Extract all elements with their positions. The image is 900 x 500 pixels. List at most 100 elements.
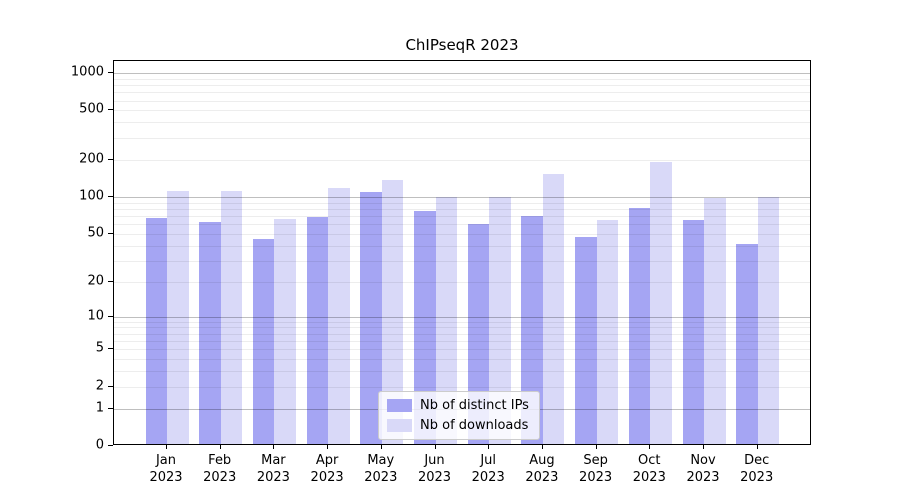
bar-downloads-dec-2023: [757, 196, 780, 444]
y-tick-mark-5: [108, 348, 113, 350]
gridline-100: [114, 196, 810, 198]
gridline-20: [114, 281, 810, 283]
plot-area: [113, 60, 811, 445]
bar-downloads-may-2023: [381, 180, 404, 444]
x-tick-mark-11: [703, 445, 704, 449]
x-tick-label-jan-2023: Jan 2023: [149, 453, 183, 485]
bar-distinct-ips-mar-2023: [252, 238, 275, 444]
bar-distinct-ips-jul-2023: [467, 223, 490, 444]
y-tick-label-0: 0: [95, 437, 104, 453]
y-tick-label-1: 1: [95, 400, 104, 416]
x-tick-mark-10: [649, 445, 651, 449]
bar-distinct-ips-feb-2023: [199, 222, 221, 444]
y-tick-mark-20: [108, 280, 113, 282]
x-tick-mark-1: [166, 445, 167, 449]
gridline-700: [114, 92, 810, 94]
legend-label-distinct-ips: Nb of distinct IPs: [420, 398, 529, 413]
bar-downloads-jun-2023: [435, 196, 457, 444]
y-tick-label-5: 5: [95, 340, 104, 356]
bar-distinct-ips-dec-2023: [736, 243, 758, 444]
bar-distinct-ips-aug-2023: [521, 216, 543, 444]
gridline-900: [114, 78, 810, 80]
gridline-2: [114, 386, 810, 388]
gridline-50: [114, 233, 810, 235]
bar-downloads-sep-2023: [596, 220, 619, 444]
legend-item-downloads: Nb of downloads: [387, 418, 529, 433]
y-tick-mark-100: [108, 195, 113, 197]
bar-distinct-ips-oct-2023: [628, 208, 651, 444]
y-tick-label-100: 100: [79, 188, 104, 204]
legend-swatch-distinct-ips: [387, 399, 412, 412]
x-tick-mark-7: [488, 445, 490, 449]
gridline-90: [114, 202, 810, 204]
bar-downloads-aug-2023: [542, 173, 565, 444]
x-tick-label-aug-2023: Aug 2023: [525, 453, 559, 485]
gridline-600: [114, 100, 810, 102]
y-tick-mark-1000: [108, 72, 113, 74]
y-tick-mark-0: [108, 445, 113, 446]
legend-item-distinct-ips: Nb of distinct IPs: [387, 398, 529, 413]
bar-downloads-apr-2023: [328, 188, 350, 444]
y-tick-mark-2: [108, 385, 113, 387]
bar-downloads-nov-2023: [704, 198, 726, 444]
y-tick-mark-200: [108, 158, 113, 160]
y-tick-label-10: 10: [87, 308, 104, 324]
x-tick-label-sep-2023: Sep 2023: [579, 453, 613, 485]
bar-downloads-oct-2023: [650, 162, 672, 444]
bar-distinct-ips-jan-2023: [145, 217, 167, 444]
gridline-4: [114, 359, 810, 361]
y-tick-label-500: 500: [79, 101, 104, 117]
gridline-5: [114, 349, 810, 351]
bar-downloads-mar-2023: [274, 218, 296, 444]
gridline-6: [114, 340, 810, 342]
x-tick-label-may-2023: May 2023: [364, 453, 398, 485]
x-tick-mark-6: [434, 445, 436, 449]
gridline-9: [114, 321, 810, 323]
legend: Nb of distinct IPs Nb of downloads: [378, 391, 540, 440]
x-tick-mark-9: [595, 445, 597, 449]
legend-label-downloads: Nb of downloads: [420, 418, 529, 433]
x-tick-label-dec-2023: Dec 2023: [740, 453, 774, 485]
gridline-1000: [114, 73, 810, 75]
bar-distinct-ips-may-2023: [360, 192, 382, 444]
gridline-200: [114, 159, 810, 161]
gridline-60: [114, 224, 810, 226]
x-tick-mark-8: [541, 445, 543, 449]
legend-swatch-downloads: [387, 419, 412, 432]
x-tick-label-jun-2023: Jun 2023: [417, 453, 452, 485]
x-tick-label-nov-2023: Nov 2023: [686, 453, 720, 485]
bar-downloads-jan-2023: [167, 190, 189, 444]
y-tick-label-1000: 1000: [70, 64, 104, 80]
x-tick-label-feb-2023: Feb 2023: [203, 453, 237, 485]
y-tick-label-50: 50: [87, 225, 104, 241]
x-tick-mark-2: [219, 445, 221, 449]
chart-title: ChIPseqR 2023: [405, 36, 519, 54]
gridline-40: [114, 245, 810, 247]
bar-distinct-ips-sep-2023: [575, 237, 597, 444]
bar-distinct-ips-nov-2023: [682, 220, 704, 444]
y-tick-mark-50: [108, 232, 113, 234]
bar-downloads-jul-2023: [489, 196, 511, 444]
gridline-3: [114, 371, 810, 373]
y-tick-mark-500: [108, 109, 113, 111]
y-tick-mark-10: [108, 315, 113, 317]
gridline-8: [114, 327, 810, 329]
x-tick-mark-12: [756, 445, 758, 449]
gridline-300: [114, 137, 810, 139]
gridline-7: [114, 333, 810, 335]
gridline-500: [114, 110, 810, 112]
bar-downloads-feb-2023: [220, 190, 243, 444]
y-tick-label-2: 2: [95, 378, 104, 394]
x-tick-label-apr-2023: Apr 2023: [310, 453, 344, 485]
gridline-800: [114, 85, 810, 87]
x-tick-mark-5: [380, 445, 382, 449]
gridline-30: [114, 260, 810, 262]
bar-distinct-ips-apr-2023: [306, 217, 329, 444]
gridline-80: [114, 208, 810, 210]
y-tick-label-200: 200: [79, 151, 104, 167]
y-tick-mark-1: [108, 407, 113, 409]
y-tick-label-20: 20: [87, 273, 104, 289]
gridline-400: [114, 122, 810, 124]
x-tick-label-oct-2023: Oct 2023: [632, 453, 666, 485]
